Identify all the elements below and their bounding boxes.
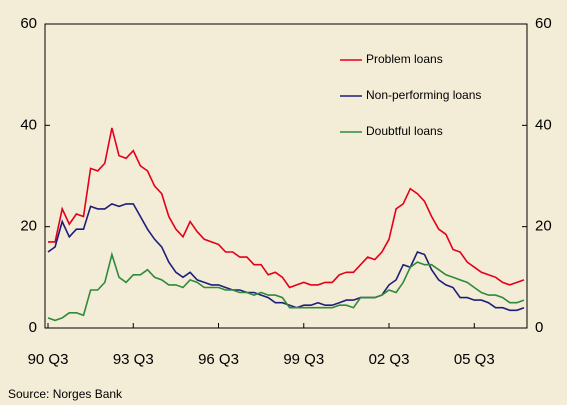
legend-label: Doubtful loans [366,124,443,138]
series-line [47,203,525,312]
plot-frame [44,23,528,329]
source-note: Source: Norges Bank [8,387,123,401]
x-tick-label: 02 Q3 [369,351,410,368]
legend-label: Problem loans [366,52,443,66]
y-tick-label: 20 [20,218,37,235]
x-tick-label: 93 Q3 [113,351,154,368]
x-tick-label: 90 Q3 [28,351,69,368]
y-tick-label: 60 [20,15,37,32]
legend-label: Non-performing loans [366,88,481,102]
x-tick-label: 96 Q3 [198,351,239,368]
series-line [48,127,525,289]
y2-tick-label: 40 [535,116,552,133]
x-tick-label: 05 Q3 [454,351,495,368]
y2-tick-label: 0 [535,319,543,336]
series-line [47,251,525,322]
y2-tick-label: 60 [535,15,552,32]
x-tick-label: 99 Q3 [283,351,324,368]
y2-tick-label: 20 [535,218,552,235]
y-tick-label: 40 [20,116,37,133]
y-tick-label: 0 [29,319,37,336]
